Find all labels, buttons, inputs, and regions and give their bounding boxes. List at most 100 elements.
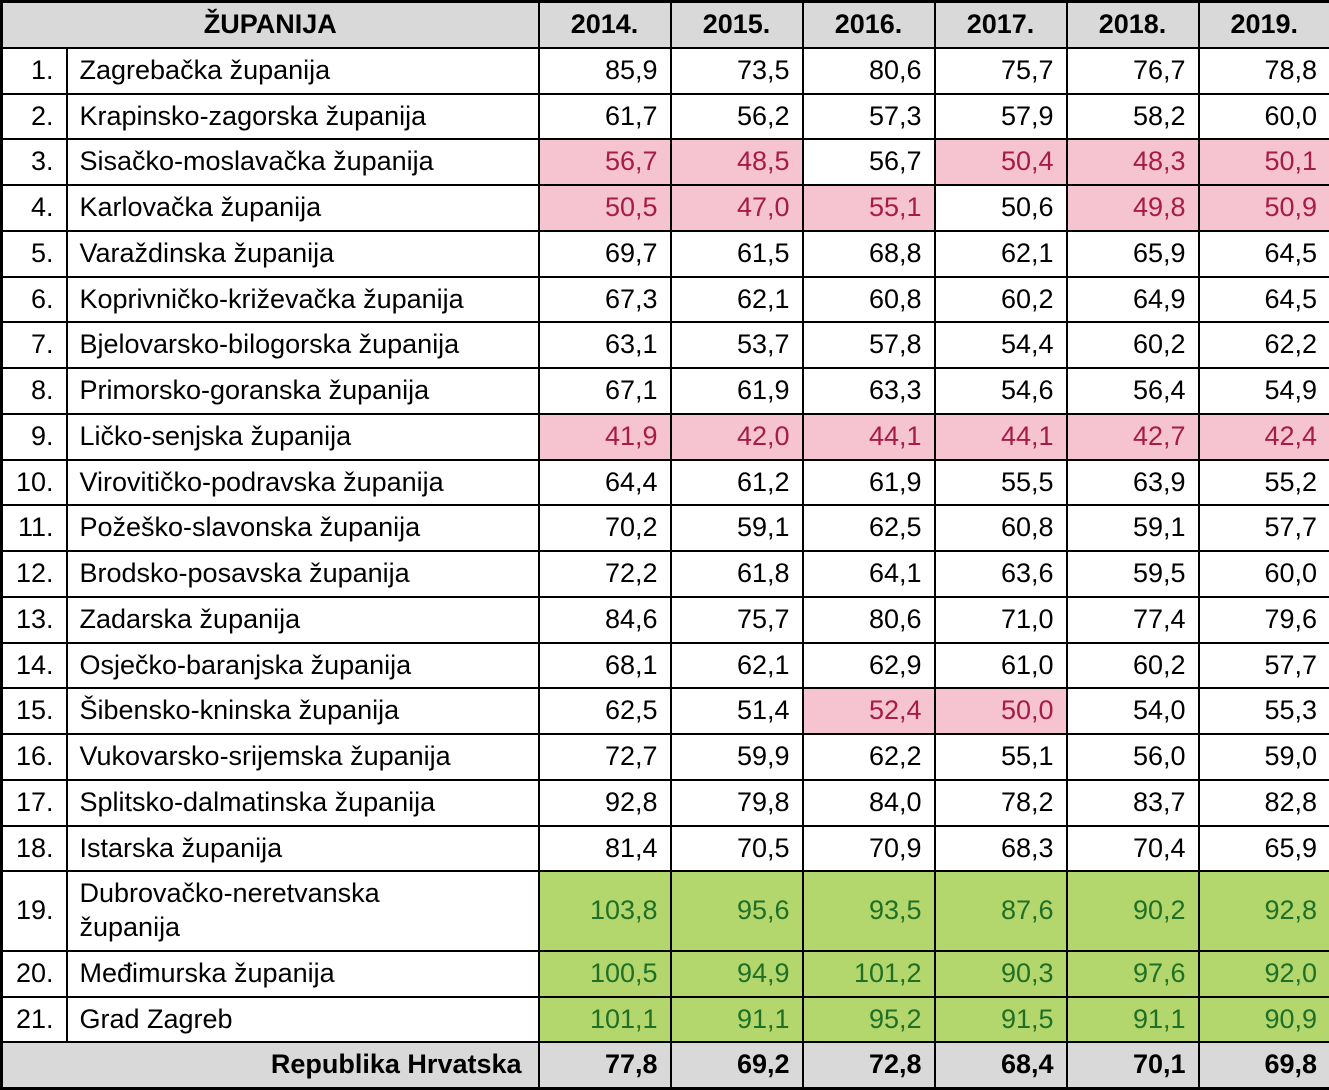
- value-cell: 91,1: [671, 997, 803, 1043]
- value-cell: 103,8: [539, 871, 671, 951]
- value-cell: 60,2: [1067, 643, 1199, 689]
- value-cell: 50,4: [935, 139, 1067, 185]
- value-cell: 90,9: [1199, 997, 1329, 1043]
- value-cell: 60,0: [1199, 94, 1329, 140]
- value-cell: 61,9: [671, 368, 803, 414]
- value-cell: 97,6: [1067, 951, 1199, 997]
- row-number: 8.: [2, 368, 67, 414]
- value-cell: 78,8: [1199, 48, 1329, 94]
- value-cell: 68,1: [539, 643, 671, 689]
- value-cell: 61,7: [539, 94, 671, 140]
- county-name: Splitsko-dalmatinska županija: [67, 780, 539, 826]
- value-cell: 55,2: [1199, 460, 1329, 506]
- county-name: Grad Zagreb: [67, 997, 539, 1043]
- value-cell: 62,1: [671, 277, 803, 323]
- year-column-header: 2015.: [671, 2, 803, 48]
- value-cell: 42,4: [1199, 414, 1329, 460]
- value-cell: 54,4: [935, 322, 1067, 368]
- value-cell: 61,5: [671, 231, 803, 277]
- value-cell: 91,1: [1067, 997, 1199, 1043]
- value-cell: 56,7: [803, 139, 935, 185]
- county-column-header: ŽUPANIJA: [2, 2, 539, 48]
- row-number: 15.: [2, 688, 67, 734]
- value-cell: 59,1: [671, 505, 803, 551]
- value-cell: 93,5: [803, 871, 935, 951]
- value-cell: 55,3: [1199, 688, 1329, 734]
- row-number: 11.: [2, 505, 67, 551]
- value-cell: 62,1: [935, 231, 1067, 277]
- value-cell: 78,2: [935, 780, 1067, 826]
- year-column-header: 2018.: [1067, 2, 1199, 48]
- value-cell: 57,3: [803, 94, 935, 140]
- footer-value-cell: 77,8: [539, 1042, 671, 1088]
- row-number: 7.: [2, 322, 67, 368]
- value-cell: 95,2: [803, 997, 935, 1043]
- value-cell: 44,1: [803, 414, 935, 460]
- county-name: Varaždinska županija: [67, 231, 539, 277]
- value-cell: 61,0: [935, 643, 1067, 689]
- value-cell: 57,9: [935, 94, 1067, 140]
- value-cell: 77,4: [1067, 597, 1199, 643]
- row-number: 13.: [2, 597, 67, 643]
- value-cell: 53,7: [671, 322, 803, 368]
- value-cell: 42,7: [1067, 414, 1199, 460]
- value-cell: 91,5: [935, 997, 1067, 1043]
- county-name: Brodsko-posavska županija: [67, 551, 539, 597]
- row-number: 3.: [2, 139, 67, 185]
- value-cell: 55,1: [803, 185, 935, 231]
- value-cell: 57,7: [1199, 643, 1329, 689]
- value-cell: 70,4: [1067, 826, 1199, 872]
- value-cell: 48,3: [1067, 139, 1199, 185]
- value-cell: 50,1: [1199, 139, 1329, 185]
- value-cell: 80,6: [803, 48, 935, 94]
- value-cell: 56,2: [671, 94, 803, 140]
- county-name: Karlovačka županija: [67, 185, 539, 231]
- value-cell: 61,8: [671, 551, 803, 597]
- county-name: Bjelovarsko-bilogorska županija: [67, 322, 539, 368]
- value-cell: 92,8: [539, 780, 671, 826]
- value-cell: 62,9: [803, 643, 935, 689]
- value-cell: 65,9: [1067, 231, 1199, 277]
- county-name: Primorsko-goranska županija: [67, 368, 539, 414]
- value-cell: 75,7: [935, 48, 1067, 94]
- value-cell: 90,2: [1067, 871, 1199, 951]
- value-cell: 57,7: [1199, 505, 1329, 551]
- value-cell: 57,8: [803, 322, 935, 368]
- footer-value-cell: 69,2: [671, 1042, 803, 1088]
- value-cell: 84,6: [539, 597, 671, 643]
- county-name: Sisačko-moslavačka županija: [67, 139, 539, 185]
- value-cell: 64,9: [1067, 277, 1199, 323]
- value-cell: 60,8: [803, 277, 935, 323]
- value-cell: 60,0: [1199, 551, 1329, 597]
- row-number: 19.: [2, 871, 67, 951]
- county-name: Koprivničko-križevačka županija: [67, 277, 539, 323]
- value-cell: 81,4: [539, 826, 671, 872]
- value-cell: 44,1: [935, 414, 1067, 460]
- value-cell: 50,9: [1199, 185, 1329, 231]
- value-cell: 72,2: [539, 551, 671, 597]
- value-cell: 54,6: [935, 368, 1067, 414]
- row-number: 17.: [2, 780, 67, 826]
- value-cell: 101,2: [803, 951, 935, 997]
- value-cell: 60,8: [935, 505, 1067, 551]
- value-cell: 67,3: [539, 277, 671, 323]
- value-cell: 69,7: [539, 231, 671, 277]
- value-cell: 50,6: [935, 185, 1067, 231]
- value-cell: 62,5: [539, 688, 671, 734]
- row-number: 10.: [2, 460, 67, 506]
- value-cell: 60,2: [935, 277, 1067, 323]
- value-cell: 92,0: [1199, 951, 1329, 997]
- county-name: Šibensko-kninska županija: [67, 688, 539, 734]
- value-cell: 52,4: [803, 688, 935, 734]
- value-cell: 59,1: [1067, 505, 1199, 551]
